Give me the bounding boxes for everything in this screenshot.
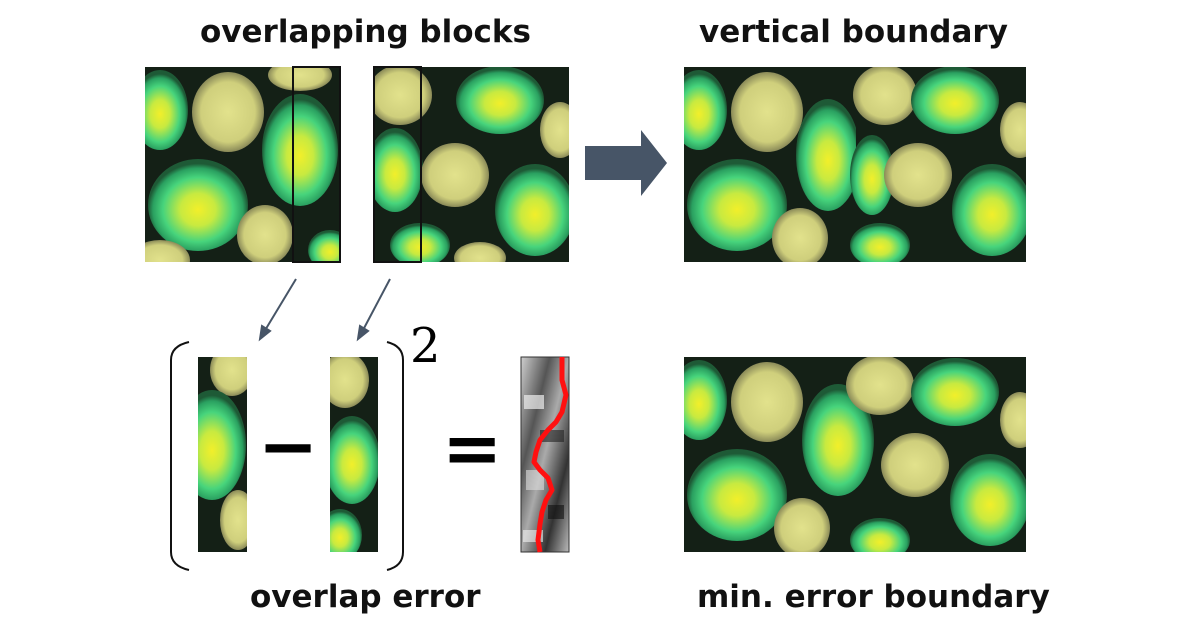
overlap-region-a — [292, 66, 341, 263]
texture-block-a — [145, 67, 340, 262]
overlap-error-label: overlap error — [250, 579, 481, 615]
vertical-boundary-texture — [684, 67, 1026, 262]
right-bracket — [386, 341, 404, 571]
min-error-cut-path — [531, 357, 569, 553]
overlapping-blocks-label: overlapping blocks — [200, 14, 531, 50]
left-bracket — [170, 341, 190, 571]
overlap-strip-b — [330, 357, 378, 552]
overlap-strip-a — [198, 357, 247, 552]
overlap-region-b — [373, 66, 422, 263]
error-map — [520, 356, 570, 553]
min-error-boundary-texture — [684, 357, 1026, 552]
exponent-two: 2 — [410, 318, 441, 374]
right-arrow-icon — [585, 130, 667, 196]
down-arrow-left-icon — [258, 278, 297, 342]
texture-block-b — [374, 67, 569, 262]
vertical-boundary-label: vertical boundary — [699, 14, 1008, 50]
down-arrow-right-icon — [356, 278, 391, 342]
min-error-boundary-label: min. error boundary — [697, 579, 1050, 615]
equals-sign: = — [442, 406, 503, 490]
minus-sign: − — [258, 404, 319, 488]
